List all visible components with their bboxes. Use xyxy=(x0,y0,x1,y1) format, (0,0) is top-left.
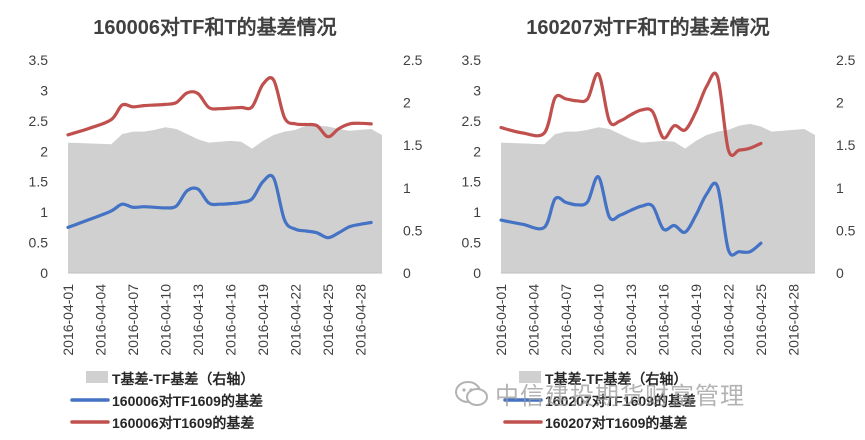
y-tick-label: 1.5 xyxy=(462,174,482,190)
y-tick-label: 2.5 xyxy=(462,113,482,129)
y2-tick-label: 1 xyxy=(403,180,411,196)
y-tick-label: 2.5 xyxy=(29,113,49,129)
y2-tick-label: 2 xyxy=(836,95,844,111)
legend-label: 160207对TF1609的基差 xyxy=(545,393,696,409)
x-tick-label: 2016-04-13 xyxy=(623,284,639,356)
series-line-2 xyxy=(499,71,763,158)
y2-tick-label: 0 xyxy=(403,265,411,281)
y-tick-label: 0 xyxy=(40,265,48,281)
x-tick-label: 2016-04-10 xyxy=(590,284,606,356)
series-line-2 xyxy=(66,76,373,139)
y2-tick-label: 0.5 xyxy=(836,222,856,238)
series-line-1 xyxy=(499,175,763,257)
y2-tick-label: 1 xyxy=(836,180,844,196)
y2-tick-label: 1.5 xyxy=(836,137,856,153)
y-tick-label: 3.5 xyxy=(29,52,49,68)
watermark: 中信建投期货财富管理 xyxy=(455,376,855,412)
y-tick-label: 1 xyxy=(40,204,48,220)
wechat-icon xyxy=(455,380,488,406)
legend-swatch-area xyxy=(86,371,108,383)
legend-label: 160207对T1609的基差 xyxy=(545,415,687,431)
series-line-1 xyxy=(66,173,373,240)
y-tick-label: 1 xyxy=(473,204,481,220)
x-tick-label: 2016-04-07 xyxy=(125,284,141,356)
series-area-0 xyxy=(68,125,382,273)
x-tick-label: 2016-04-22 xyxy=(720,284,736,356)
y-tick-label: 3.5 xyxy=(462,52,482,68)
y-tick-label: 0 xyxy=(473,265,481,281)
x-tick-label: 2016-04-01 xyxy=(493,284,509,356)
x-tick-label: 2016-04-28 xyxy=(785,284,801,356)
chart-svg-160006: 160006对TF和T的基差情况 0 0.5 1 1.5 2 2.5 3 3.5 0 0.5 1 1.5… xyxy=(29,15,423,431)
x-tick-label: 2016-04-25 xyxy=(320,284,336,356)
y-tick-label: 2 xyxy=(40,143,48,159)
legend-label: 160006对T1609的基差 xyxy=(112,415,254,431)
y-tick-label: 3 xyxy=(40,82,48,98)
y2-tick-label: 0 xyxy=(836,265,844,281)
x-tick-label: 2016-04-19 xyxy=(688,284,704,356)
x-tick-label: 2016-04-01 xyxy=(60,284,76,356)
y2-tick-label: 0.5 xyxy=(403,222,423,238)
chart-panel-160006: 160006对TF和T的基差情况 0 0.5 1 1.5 2 2.5 3 3.5 0 0.5 1 1.5… xyxy=(0,0,432,440)
legend-label: 160006对TF1609的基差 xyxy=(112,393,263,409)
x-tick-label: 2016-04-19 xyxy=(255,284,271,356)
x-tick-label: 2016-04-07 xyxy=(558,284,574,356)
y2-tick-label: 2.5 xyxy=(403,52,423,68)
x-tick-label: 2016-04-22 xyxy=(287,284,303,356)
y-tick-label: 0.5 xyxy=(29,235,49,251)
legend-label: T基差-TF基差（右轴） xyxy=(112,371,254,387)
chart-title: 160006对TF和T的基差情况 xyxy=(93,15,336,39)
x-tick-label: 2016-04-10 xyxy=(157,284,173,356)
x-tick-label: 2016-04-04 xyxy=(525,284,541,356)
legend-swatch-area xyxy=(519,371,541,383)
x-tick-label: 2016-04-28 xyxy=(352,284,368,356)
y2-tick-label: 2.5 xyxy=(836,52,856,68)
chart-svg-160207: 160207对TF和T的基差情况 0 0.5 1 1.5 2 2.5 3 3.5 0 0.5 1 1.5… xyxy=(462,15,856,431)
y2-tick-label: 2 xyxy=(403,95,411,111)
x-tick-label: 2016-04-16 xyxy=(655,284,671,356)
x-tick-label: 2016-04-13 xyxy=(190,284,206,356)
chart-panel-160207: 160207对TF和T的基差情况 0 0.5 1 1.5 2 2.5 3 3.5 0 0.5 1 1.5… xyxy=(433,0,865,440)
y2-tick-label: 1.5 xyxy=(403,137,423,153)
y-tick-label: 0.5 xyxy=(462,235,482,251)
x-tick-label: 2016-04-16 xyxy=(222,284,238,356)
y-tick-label: 3 xyxy=(473,82,481,98)
x-tick-label: 2016-04-04 xyxy=(92,284,108,356)
y-tick-label: 2 xyxy=(473,143,481,159)
watermark-text: 中信建投期货财富管理 xyxy=(495,383,745,410)
series-area-0 xyxy=(501,123,815,274)
y-tick-label: 1.5 xyxy=(29,174,49,190)
legend-label: T基差-TF基差（右轴） xyxy=(545,371,687,387)
chart-title: 160207对TF和T的基差情况 xyxy=(526,15,769,39)
x-tick-label: 2016-04-25 xyxy=(753,284,769,356)
